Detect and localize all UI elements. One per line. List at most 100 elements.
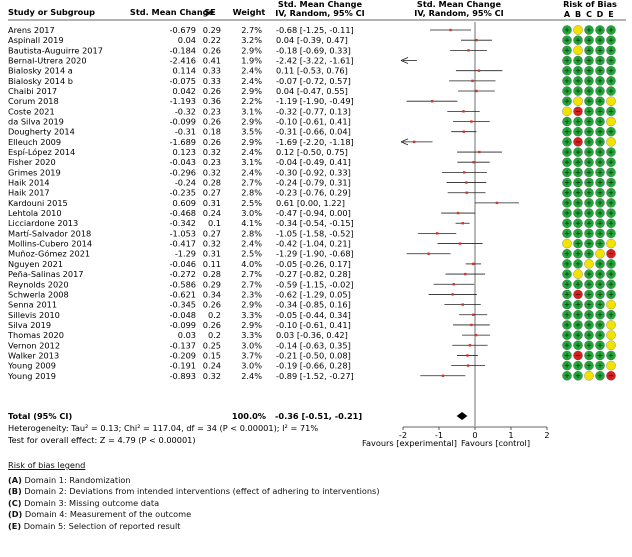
rob-circle xyxy=(584,137,594,147)
rob-circle xyxy=(606,157,616,167)
rob-legend-item: (E) Domain 5: Selection of reported resu… xyxy=(8,520,181,531)
study-name: Grimes 2019 xyxy=(8,167,61,177)
study-se: 0.23 xyxy=(203,157,221,167)
x-tick-label: -1 xyxy=(435,430,443,440)
rob-circle xyxy=(595,360,605,371)
study-name: Bautista-Auguirre 2017 xyxy=(8,45,103,55)
study-smc: -1.689 xyxy=(170,137,196,147)
rob-circle xyxy=(562,177,572,188)
rob-circle xyxy=(595,65,605,76)
study-weight: 2.7% xyxy=(241,25,262,35)
point-estimate xyxy=(436,232,439,235)
study-se: 0.29 xyxy=(203,25,221,35)
rob-letter-b: B xyxy=(575,10,581,19)
rob-circle xyxy=(562,259,572,269)
rob-circle xyxy=(562,340,572,351)
point-estimate xyxy=(472,313,475,316)
point-estimate xyxy=(472,161,475,164)
rob-circle xyxy=(573,289,583,300)
study-name: Sillevis 2010 xyxy=(8,310,60,320)
study-se: 0.1 xyxy=(208,218,221,228)
study-smc: 0.123 xyxy=(173,147,196,157)
rob-circle xyxy=(562,157,572,167)
study-se: 0.28 xyxy=(203,269,221,279)
x-axis: -2 -1 0 1 2 xyxy=(399,426,550,440)
rob-circle xyxy=(606,35,616,45)
header-ci-line2: IV, Random, 95% CI xyxy=(275,8,364,18)
rob-circle xyxy=(606,76,616,86)
study-ci: -0.10 [-0.61, 0.41] xyxy=(276,117,351,127)
study-se: 0.28 xyxy=(203,178,221,188)
rob-letter-c: C xyxy=(586,10,592,19)
rob-circle xyxy=(573,65,583,76)
study-ci: 0.11 [-0.53, 0.76] xyxy=(276,66,348,76)
rob-circle xyxy=(595,259,605,269)
study-weight: 3.0% xyxy=(241,340,262,350)
rob-circle xyxy=(595,350,605,361)
plot-area xyxy=(400,22,519,426)
rob-circle xyxy=(562,35,572,45)
study-smc: -0.417 xyxy=(170,239,196,249)
study-smc: -0.679 xyxy=(170,25,196,35)
study-ci: -1.05 [-1.58, -0.52] xyxy=(276,228,354,238)
rob-circle xyxy=(584,106,594,117)
rob-circle xyxy=(595,126,605,137)
rob-circle xyxy=(584,126,594,137)
rob-circle xyxy=(595,248,605,259)
rob-circle xyxy=(606,340,616,351)
rob-circle xyxy=(595,371,605,381)
point-estimate xyxy=(458,242,462,245)
study-name: Walker 2013 xyxy=(8,350,59,360)
point-estimate xyxy=(471,79,474,83)
rob-circle xyxy=(562,126,572,137)
rob-circle xyxy=(562,218,572,228)
study-se: 0.26 xyxy=(203,137,221,147)
rob-circle xyxy=(584,289,594,300)
study-ci: -0.07 [-0.72, 0.57] xyxy=(276,76,351,86)
point-estimate xyxy=(466,364,470,367)
study-name: Aspinall 2019 xyxy=(8,35,64,45)
rob-circle xyxy=(606,218,616,228)
study-weight: 3.2% xyxy=(241,35,262,45)
study-weight: 3.7% xyxy=(241,350,262,360)
study-smc: -0.468 xyxy=(170,208,196,218)
rob-circle xyxy=(562,116,572,127)
study-ci: -1.29 [-1.90, -0.68] xyxy=(276,249,354,259)
header-study: Study or Subgroup xyxy=(8,7,95,17)
study-weight: 2.8% xyxy=(241,228,262,238)
study-weight: 3.1% xyxy=(241,157,262,167)
study-ci: -0.30 [-0.92, 0.33] xyxy=(276,167,351,177)
total-ci: -0.36 [-0.51, -0.21] xyxy=(275,411,362,421)
study-ci: -0.31 [-0.66, 0.04] xyxy=(276,127,351,137)
study-smc: -0.184 xyxy=(170,45,196,55)
rob-circle xyxy=(573,208,583,218)
rob-circle xyxy=(573,76,583,86)
rob-circle xyxy=(573,269,583,279)
ci-arrow xyxy=(400,138,409,146)
study-se: 0.2 xyxy=(208,310,221,320)
study-weight: 2.4% xyxy=(241,371,262,381)
rob-circle xyxy=(595,45,605,56)
study-se: 0.24 xyxy=(203,208,221,218)
study-smc: -0.046 xyxy=(170,259,196,269)
rob-circle xyxy=(584,371,594,381)
rob-circle xyxy=(573,350,583,361)
rob-legend-item: (C) Domain 3: Missing outcome data xyxy=(8,497,160,508)
header-plot-line1: Std. Mean Change xyxy=(417,0,502,9)
rob-circle xyxy=(595,25,605,35)
rob-circle xyxy=(573,238,583,249)
point-estimate xyxy=(452,283,455,286)
study-smc: -0.075 xyxy=(170,76,196,86)
rob-circle xyxy=(573,96,583,106)
study-name: Elleuch 2009 xyxy=(8,137,61,147)
rob-circle xyxy=(584,35,594,45)
rob-circle xyxy=(595,35,605,45)
rob-circle xyxy=(606,350,616,361)
study-se: 0.23 xyxy=(203,106,221,116)
study-ci: -0.18 [-0.69, 0.33] xyxy=(276,45,351,55)
rob-circle xyxy=(573,279,583,289)
x-tick-label: 1 xyxy=(508,430,513,440)
study-ci: -2.42 [-3.22, -1.61] xyxy=(276,56,354,66)
point-estimate xyxy=(472,262,475,266)
study-ci: -1.69 [-2.20, -1.18] xyxy=(276,137,354,147)
